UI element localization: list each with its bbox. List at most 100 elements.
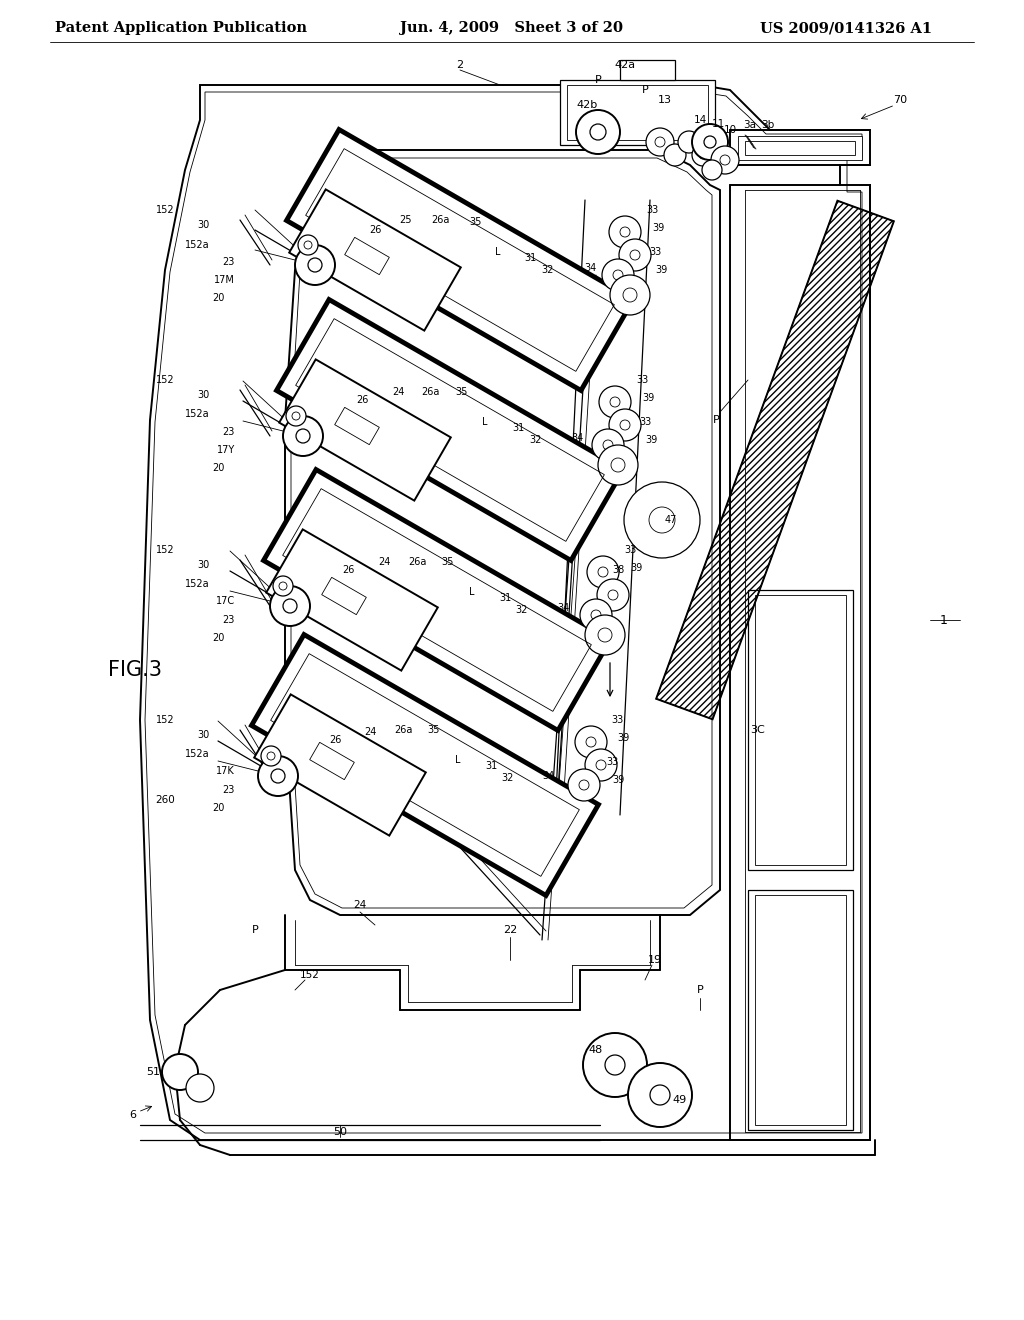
Text: 24: 24 bbox=[392, 387, 404, 397]
Circle shape bbox=[590, 124, 606, 140]
Circle shape bbox=[568, 770, 600, 801]
Text: 24: 24 bbox=[353, 900, 367, 909]
Text: 34: 34 bbox=[557, 603, 569, 612]
Text: 24: 24 bbox=[364, 727, 376, 737]
Circle shape bbox=[609, 216, 641, 248]
Bar bbox=[738, 136, 862, 160]
Text: 48: 48 bbox=[589, 1045, 603, 1055]
Text: 31: 31 bbox=[485, 762, 497, 771]
Text: 24: 24 bbox=[378, 557, 390, 568]
Text: 30: 30 bbox=[198, 389, 210, 400]
Polygon shape bbox=[345, 238, 389, 275]
Text: 26: 26 bbox=[342, 565, 354, 576]
Text: P: P bbox=[252, 925, 258, 935]
Circle shape bbox=[664, 144, 686, 166]
Circle shape bbox=[575, 726, 607, 758]
Text: 152a: 152a bbox=[185, 240, 210, 249]
Text: US 2009/0141326 A1: US 2009/0141326 A1 bbox=[760, 21, 932, 36]
Circle shape bbox=[699, 150, 707, 158]
Text: 33: 33 bbox=[646, 205, 658, 215]
Circle shape bbox=[618, 239, 651, 271]
Text: 19: 19 bbox=[648, 954, 663, 965]
Circle shape bbox=[283, 416, 323, 455]
Text: 26: 26 bbox=[369, 224, 381, 235]
Text: 32: 32 bbox=[542, 265, 554, 275]
Text: 39: 39 bbox=[655, 265, 667, 275]
Circle shape bbox=[295, 246, 335, 285]
Text: 10: 10 bbox=[723, 125, 736, 135]
Circle shape bbox=[609, 409, 641, 441]
Text: 20: 20 bbox=[213, 634, 225, 643]
Circle shape bbox=[610, 275, 650, 315]
Text: 39: 39 bbox=[616, 733, 629, 743]
Text: 17K: 17K bbox=[216, 766, 234, 776]
Text: 152: 152 bbox=[157, 715, 175, 725]
Circle shape bbox=[624, 482, 700, 558]
Text: P: P bbox=[595, 75, 601, 84]
Circle shape bbox=[630, 249, 640, 260]
Circle shape bbox=[608, 590, 618, 601]
Circle shape bbox=[720, 154, 730, 165]
Text: 34: 34 bbox=[542, 771, 554, 781]
Text: 13: 13 bbox=[658, 95, 672, 106]
Circle shape bbox=[613, 271, 623, 280]
Circle shape bbox=[579, 780, 589, 789]
Polygon shape bbox=[263, 470, 610, 730]
Text: 50: 50 bbox=[333, 1127, 347, 1137]
Circle shape bbox=[298, 235, 318, 255]
Circle shape bbox=[286, 407, 306, 426]
Text: 39: 39 bbox=[652, 223, 665, 234]
Circle shape bbox=[575, 110, 620, 154]
Text: 3b: 3b bbox=[762, 120, 774, 129]
Text: 39: 39 bbox=[630, 564, 642, 573]
Polygon shape bbox=[266, 529, 438, 671]
Text: 26a: 26a bbox=[408, 557, 426, 568]
Text: 47: 47 bbox=[665, 515, 677, 525]
Circle shape bbox=[602, 259, 634, 290]
Text: L: L bbox=[496, 247, 501, 257]
Bar bbox=[560, 81, 715, 145]
Text: 70: 70 bbox=[893, 95, 907, 106]
Polygon shape bbox=[276, 300, 624, 561]
Circle shape bbox=[705, 136, 716, 148]
Text: 23: 23 bbox=[222, 615, 234, 624]
Circle shape bbox=[258, 756, 298, 796]
Text: 20: 20 bbox=[213, 293, 225, 304]
Polygon shape bbox=[335, 408, 379, 445]
Text: 26a: 26a bbox=[421, 387, 439, 397]
Polygon shape bbox=[322, 577, 367, 615]
Text: 39: 39 bbox=[645, 436, 657, 445]
Circle shape bbox=[610, 397, 620, 407]
Text: 22: 22 bbox=[503, 925, 517, 935]
Text: Patent Application Publication: Patent Application Publication bbox=[55, 21, 307, 36]
Text: 31: 31 bbox=[512, 422, 524, 433]
Text: P: P bbox=[713, 414, 720, 425]
Text: FIG.3: FIG.3 bbox=[108, 660, 162, 680]
Circle shape bbox=[623, 288, 637, 302]
Circle shape bbox=[267, 752, 275, 760]
Text: 20: 20 bbox=[213, 803, 225, 813]
Text: 39: 39 bbox=[612, 775, 624, 785]
Circle shape bbox=[292, 412, 300, 420]
Text: 42b: 42b bbox=[577, 100, 598, 110]
Text: 3C: 3C bbox=[751, 725, 765, 735]
Circle shape bbox=[186, 1074, 214, 1102]
Circle shape bbox=[599, 385, 631, 418]
Text: 17Y: 17Y bbox=[217, 445, 234, 455]
Circle shape bbox=[585, 615, 625, 655]
Text: 26a: 26a bbox=[431, 215, 450, 224]
Text: 152a: 152a bbox=[185, 409, 210, 418]
Text: 17M: 17M bbox=[214, 275, 234, 285]
Circle shape bbox=[711, 147, 739, 174]
Text: 152: 152 bbox=[157, 375, 175, 385]
Circle shape bbox=[655, 137, 665, 147]
Circle shape bbox=[270, 586, 310, 626]
Polygon shape bbox=[309, 742, 354, 780]
Text: 20: 20 bbox=[213, 463, 225, 473]
Text: 33: 33 bbox=[611, 715, 624, 725]
Circle shape bbox=[603, 440, 613, 450]
Circle shape bbox=[271, 770, 285, 783]
Text: P: P bbox=[642, 84, 648, 95]
Circle shape bbox=[591, 610, 601, 620]
Text: 38: 38 bbox=[612, 565, 624, 576]
